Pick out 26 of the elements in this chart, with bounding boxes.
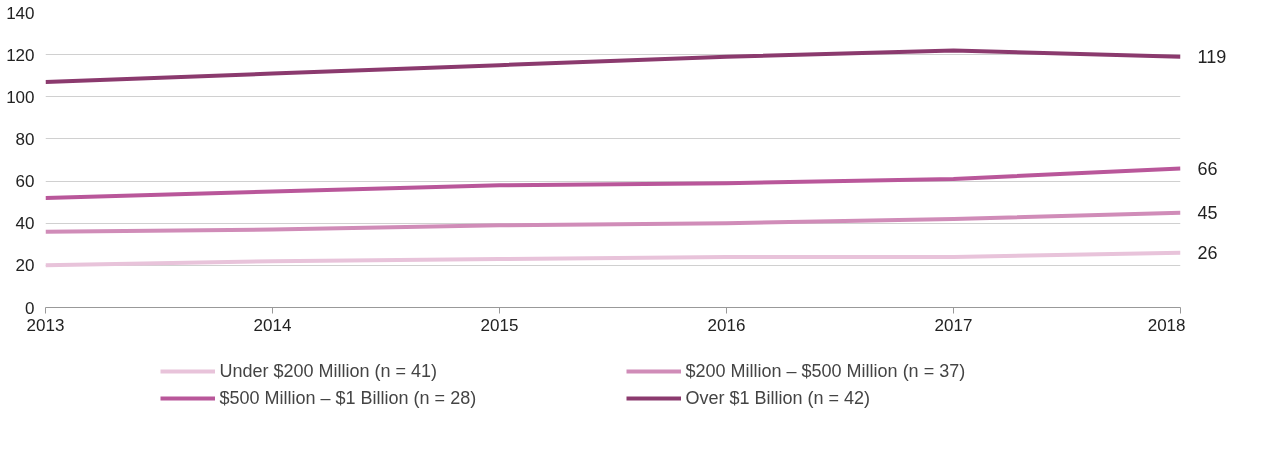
line-series [45, 210, 1181, 234]
x-tick-label: 2013 [26, 315, 65, 335]
line-series [45, 48, 1181, 85]
x-tick-label: 2017 [934, 315, 973, 335]
legend-label: $200 Million – $500 Million (n = 37) [685, 360, 967, 382]
data-label: 45 [1197, 203, 1218, 224]
y-tick-label: 0 [25, 298, 35, 318]
data-label: 66 [1197, 158, 1218, 179]
x-tick-label: 2015 [480, 315, 519, 335]
legend-label: $500 Million – $1 Billion (n = 28) [219, 387, 478, 409]
legend-label: Under $200 Million (n = 41) [219, 360, 439, 382]
data-label: 119 [1197, 47, 1227, 68]
y-tick-label: 80 [15, 129, 35, 149]
y-tick-label: 120 [6, 45, 35, 65]
line-series [45, 166, 1181, 200]
data-label: 26 [1197, 243, 1218, 264]
y-tick-label: 20 [15, 256, 35, 276]
x-tick-label: 2014 [253, 315, 292, 335]
y-tick-label: 40 [15, 214, 35, 234]
x-tick-label: 2018 [1147, 315, 1186, 335]
y-tick-label: 100 [6, 87, 35, 107]
y-tick-label: 60 [15, 172, 35, 192]
line-series [45, 250, 1181, 268]
legend-label: Over $1 Billion (n = 42) [685, 387, 872, 409]
y-tick-label: 140 [6, 3, 35, 23]
x-tick-label: 2016 [707, 315, 746, 335]
